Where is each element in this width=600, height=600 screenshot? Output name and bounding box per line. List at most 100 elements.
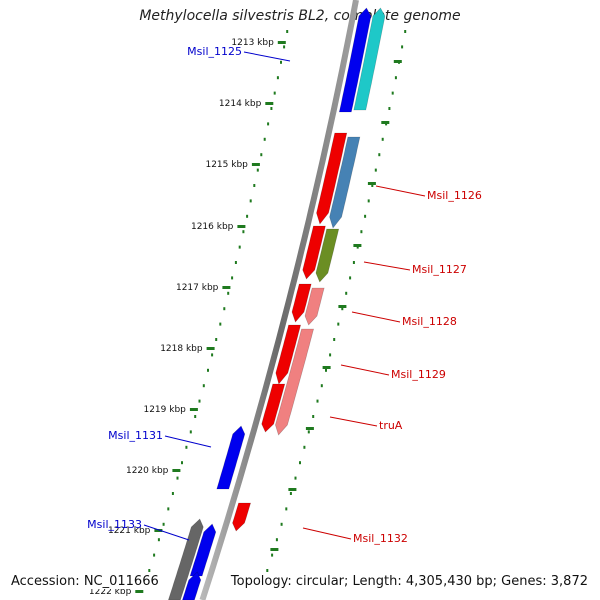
gene-arrow[interactable]: [291, 283, 312, 323]
minor-tick: [275, 538, 278, 542]
gene-arrow[interactable]: [316, 132, 348, 225]
minor-tick: [345, 291, 348, 295]
minor-tick: [371, 184, 374, 187]
gene-label[interactable]: Msil_1131: [108, 429, 163, 442]
minor-tick: [276, 76, 279, 80]
minor-tick: [280, 60, 282, 64]
minor-tick: [266, 569, 269, 572]
minor-tick: [316, 399, 319, 403]
gene-label[interactable]: Msil_1125: [187, 45, 242, 58]
kbp-tick-label: 1220 kbp: [126, 466, 169, 476]
minor-tick: [303, 445, 306, 449]
major-tick: [393, 60, 402, 63]
minor-tick: [198, 399, 201, 403]
kbp-tick-label: 1213 kbp: [231, 38, 274, 48]
gene-arrow[interactable]: [315, 228, 340, 283]
gene-arrow[interactable]: [304, 287, 325, 326]
minor-tick: [171, 492, 174, 495]
gene-leader-line: [351, 311, 401, 323]
gene-leader-line: [329, 416, 378, 427]
minor-tick: [227, 291, 230, 295]
gene-label[interactable]: Msil_1133: [87, 518, 142, 531]
kbp-tick-label: 1215 kbp: [205, 160, 248, 170]
minor-tick: [148, 569, 151, 572]
minor-tick: [401, 45, 404, 49]
minor-tick: [215, 338, 218, 341]
gene-arrow[interactable]: [329, 136, 361, 229]
minor-tick: [307, 430, 310, 434]
minor-tick: [176, 476, 179, 480]
minor-tick: [360, 230, 363, 234]
gene-leader-line: [375, 185, 426, 197]
major-tick: [353, 244, 362, 247]
major-tick: [305, 427, 314, 430]
minor-tick: [352, 261, 355, 264]
minor-tick: [341, 307, 344, 311]
minor-tick: [367, 199, 370, 203]
major-tick: [189, 408, 198, 411]
gene-label[interactable]: Msil_1128: [402, 315, 457, 328]
minor-tick: [329, 353, 332, 357]
minor-tick: [246, 214, 249, 218]
kbp-tick-label: 1217 kbp: [176, 283, 219, 293]
minor-tick: [260, 153, 263, 157]
minor-tick: [378, 153, 381, 157]
minor-tick: [219, 322, 222, 326]
kbp-tick-label: 1221 kbp: [108, 526, 151, 536]
major-tick: [135, 590, 144, 593]
minor-tick: [289, 492, 292, 495]
minor-tick: [253, 184, 256, 187]
gene-arrow[interactable]: [338, 7, 372, 113]
minor-tick: [249, 199, 252, 203]
minor-tick: [381, 137, 384, 141]
gene-leader-line: [363, 261, 411, 271]
gene-arrow[interactable]: [275, 324, 301, 385]
gene-arrow[interactable]: [182, 571, 202, 600]
minor-tick: [286, 30, 289, 33]
minor-tick: [211, 353, 214, 357]
gene-arrow[interactable]: [168, 518, 204, 600]
minor-tick: [189, 430, 192, 434]
gene-label[interactable]: Msil_1126: [427, 189, 482, 202]
labels-layer: Msil_1125 Msil_1126 Msil_1127 Msil_1128 Msil…: [87, 45, 482, 545]
major-tick: [206, 347, 215, 350]
major-tick: [277, 41, 286, 44]
minor-tick: [223, 307, 226, 311]
major-tick: [265, 102, 274, 105]
major-tick: [222, 286, 231, 289]
gene-arrow[interactable]: [261, 383, 286, 433]
gene-label[interactable]: truA: [379, 419, 403, 432]
gene-arrow[interactable]: [353, 7, 386, 111]
minor-tick: [299, 461, 301, 465]
gene-leader-line: [243, 51, 291, 62]
tick-marks-layer: 1213 kbp 1214 kbp 1215 kbp 1216 kbp 1217 kbp…: [89, 30, 407, 597]
gene-label[interactable]: Msil_1132: [353, 532, 408, 545]
gene-arrow[interactable]: [216, 425, 246, 490]
minor-tick: [404, 30, 407, 33]
minor-tick: [312, 415, 315, 418]
minor-tick: [167, 507, 170, 511]
major-tick: [288, 488, 297, 491]
minor-tick: [181, 461, 183, 465]
minor-tick: [356, 245, 359, 249]
minor-tick: [194, 415, 197, 418]
gene-arrow[interactable]: [302, 225, 326, 280]
kbp-tick-label: 1214 kbp: [219, 99, 262, 109]
genes-layer: [168, 7, 386, 600]
gene-arrow[interactable]: [232, 502, 252, 532]
kbp-tick-label: 1218 kbp: [160, 344, 203, 354]
minor-tick: [270, 107, 273, 110]
minor-tick: [325, 368, 327, 372]
gene-label[interactable]: Msil_1127: [412, 263, 467, 276]
gene-leader-line: [143, 524, 190, 541]
gene-arrow[interactable]: [275, 328, 314, 436]
minor-tick: [394, 76, 397, 80]
genome-backbone: [199, 0, 359, 600]
gene-label[interactable]: Msil_1129: [391, 368, 446, 381]
minor-tick: [333, 338, 336, 341]
minor-tick: [374, 168, 377, 172]
major-tick: [270, 548, 279, 551]
minor-tick: [242, 230, 245, 234]
minor-tick: [267, 122, 270, 126]
